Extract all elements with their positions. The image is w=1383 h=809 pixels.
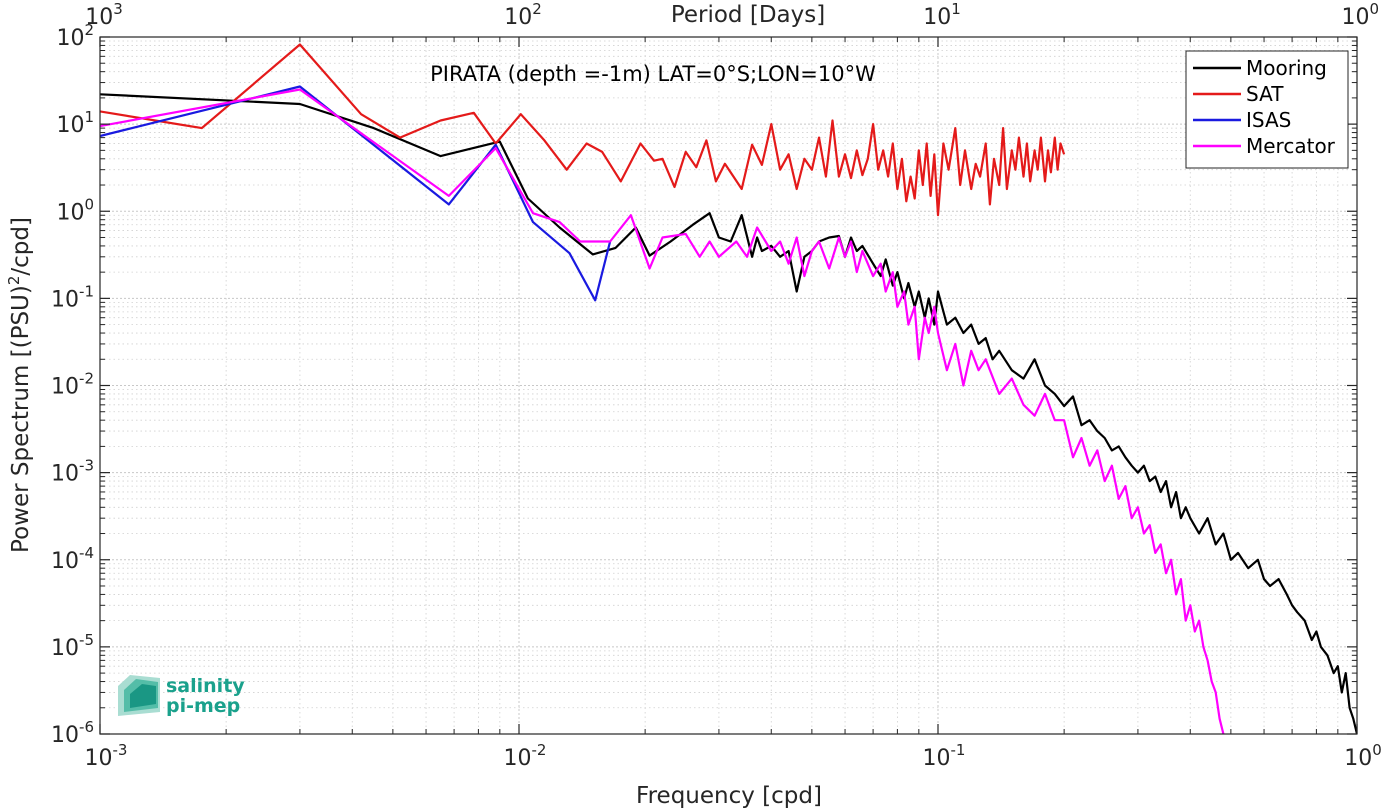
y-tick-label: 10-2 [51, 370, 94, 400]
series-layer [100, 43, 1357, 734]
x-tick-label: 100 [1344, 741, 1382, 771]
y-tick-label: 100 [56, 195, 94, 225]
series-line-mercator [100, 88, 1225, 734]
x2-tick-label: 102 [504, 0, 542, 30]
x2-tick-label: 103 [85, 0, 123, 30]
y-tick-label: 10-3 [51, 457, 94, 487]
legend-label-mooring: Mooring [1246, 56, 1327, 80]
y-tick-label: 10-4 [51, 544, 94, 574]
y-tick-label: 102 [56, 21, 94, 51]
x-axis-label: Frequency [cpd] [636, 783, 822, 809]
y-tick-label: 10-6 [51, 718, 94, 748]
y-tick-label: 10-5 [51, 631, 94, 661]
x2-tick-label: 100 [1341, 0, 1379, 30]
legend-box [1185, 50, 1349, 169]
legend-label-sat: SAT [1246, 82, 1284, 106]
tick-marks [99, 36, 1358, 735]
y-tick-label: 10-1 [51, 282, 94, 312]
chart-title: PIRATA (depth =-1m) LAT=0°S;LON=10°W [430, 62, 876, 86]
logo-text-pi-mep: pi-mep [166, 695, 240, 717]
logo-wave-front [130, 684, 156, 708]
salinity-pi-mep-logo: salinity pi-mep [118, 675, 245, 717]
y-axis-label-exponent: 2 [5, 276, 23, 286]
logo-text-salinity: salinity [166, 675, 245, 697]
minor-grid [100, 37, 1357, 734]
y-axis-label-main: Power Spectrum [(PSU) [8, 285, 34, 553]
series-line-mooring [100, 93, 1357, 734]
x-tick-label: 10-2 [504, 741, 547, 771]
y-axis-label: Power Spectrum [(PSU)2/cpd] [5, 217, 34, 553]
legend-label-mercator: Mercator [1246, 134, 1336, 158]
x2-tick-label: 101 [923, 0, 961, 30]
y-tick-label: 101 [56, 108, 94, 138]
x2-axis-label: Period [Days] [671, 2, 825, 28]
y-axis-label-suffix: /cpd] [8, 217, 34, 276]
x-tick-label: 10-3 [85, 741, 128, 771]
series-line-sat [100, 43, 1066, 217]
x-tick-label: 10-1 [923, 741, 966, 771]
legend-label-isas: ISAS [1246, 108, 1291, 132]
